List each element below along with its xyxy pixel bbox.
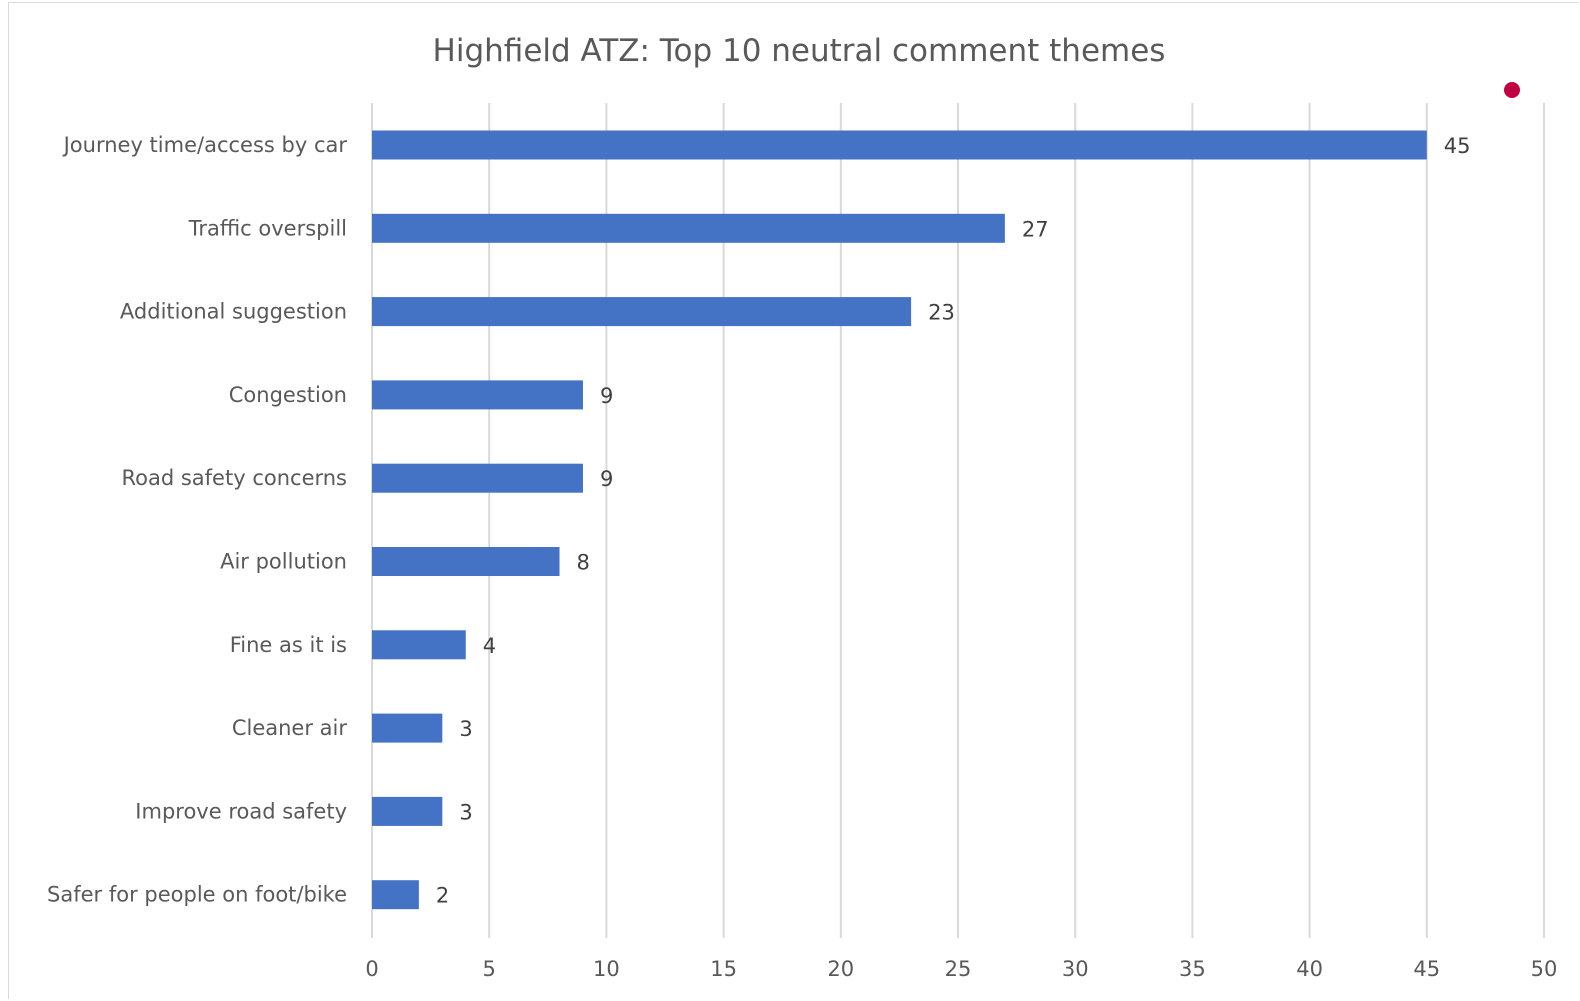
x-axis-tick-labels: 0 5 10 15 20 25 30 35 40 45 50 bbox=[365, 957, 1557, 981]
data-label: 23 bbox=[928, 301, 955, 325]
category-labels: Journey time/access by car Traffic oversp… bbox=[47, 133, 347, 907]
marker-dot bbox=[1504, 82, 1520, 98]
category-label: Cleaner air bbox=[232, 716, 348, 740]
category-label: Fine as it is bbox=[230, 633, 347, 657]
data-label: 27 bbox=[1022, 217, 1049, 241]
bar bbox=[372, 297, 912, 327]
data-label: 4 bbox=[483, 634, 496, 658]
category-label: Air pollution bbox=[220, 550, 347, 574]
bar bbox=[372, 380, 583, 410]
category-label: Journey time/access by car bbox=[62, 133, 348, 157]
x-tick-label: 20 bbox=[827, 957, 854, 981]
chart-frame: Highfield ATZ: Top 10 neutral comment th… bbox=[8, 2, 1578, 999]
category-label: Congestion bbox=[229, 383, 347, 407]
data-label: 9 bbox=[600, 467, 613, 491]
bar bbox=[372, 130, 1427, 160]
x-tick-label: 45 bbox=[1413, 957, 1440, 981]
x-tick-label: 35 bbox=[1179, 957, 1206, 981]
bar bbox=[372, 880, 419, 910]
data-label: 3 bbox=[459, 800, 472, 824]
data-labels: 45 27 23 9 9 8 4 3 3 2 bbox=[436, 134, 1471, 908]
data-label: 9 bbox=[600, 384, 613, 408]
data-label: 45 bbox=[1444, 134, 1471, 158]
bar bbox=[372, 713, 443, 743]
x-tick-label: 10 bbox=[593, 957, 620, 981]
category-label: Safer for people on foot/bike bbox=[47, 883, 347, 907]
chart-title: Highfield ATZ: Top 10 neutral comment th… bbox=[433, 33, 1166, 69]
bar bbox=[372, 796, 443, 826]
bar-chart: Highfield ATZ: Top 10 neutral comment th… bbox=[47, 33, 1557, 981]
bars bbox=[372, 130, 1427, 910]
data-label: 3 bbox=[459, 717, 472, 741]
category-label: Improve road safety bbox=[135, 799, 347, 823]
x-tick-label: 25 bbox=[945, 957, 972, 981]
bar bbox=[372, 630, 466, 660]
bar bbox=[372, 213, 1005, 243]
x-tick-label: 15 bbox=[710, 957, 737, 981]
category-label: Road safety concerns bbox=[121, 466, 347, 490]
data-label: 8 bbox=[577, 551, 590, 575]
data-label: 2 bbox=[436, 884, 449, 908]
x-tick-label: 30 bbox=[1062, 957, 1089, 981]
bar bbox=[372, 463, 583, 493]
category-label: Traffic overspill bbox=[188, 216, 347, 240]
category-label: Additional suggestion bbox=[120, 300, 347, 324]
x-tick-label: 50 bbox=[1531, 957, 1558, 981]
x-tick-label: 0 bbox=[365, 957, 378, 981]
bar bbox=[372, 547, 560, 576]
x-tick-label: 40 bbox=[1296, 957, 1323, 981]
x-tick-label: 5 bbox=[483, 957, 496, 981]
